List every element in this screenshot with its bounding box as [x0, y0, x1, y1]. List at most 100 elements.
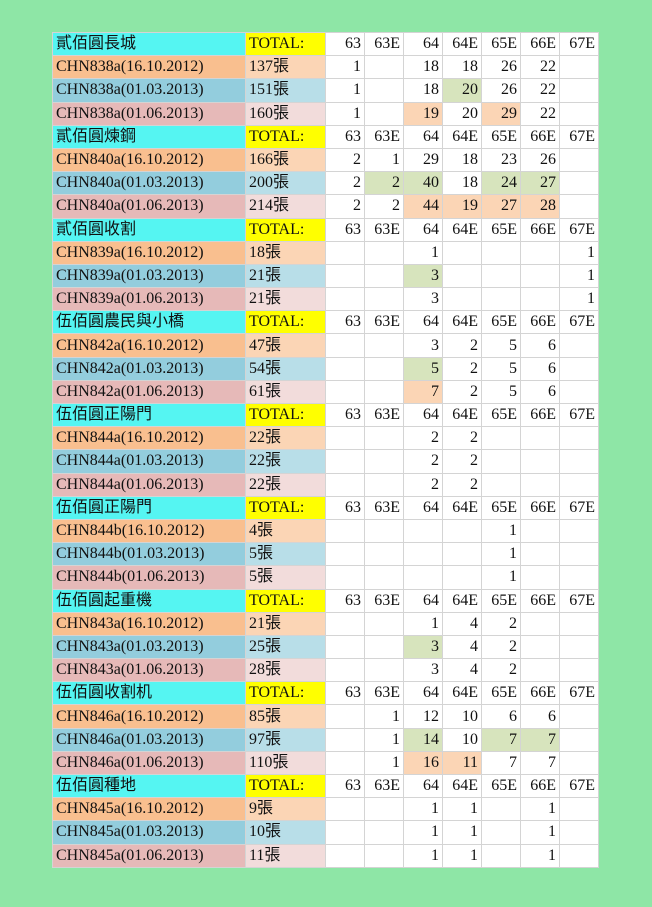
row-name[interactable]: CHN840a(01.06.2013)	[52, 194, 246, 219]
count-cell[interactable]: 26	[481, 55, 521, 80]
count-cell[interactable]: 28	[520, 194, 560, 219]
column-header[interactable]: 63	[325, 124, 365, 149]
total-label[interactable]: TOTAL:	[245, 31, 326, 57]
count-cell[interactable]: 1	[559, 240, 599, 265]
count-cell[interactable]: 1	[520, 843, 560, 868]
row-total[interactable]: 160張	[245, 101, 326, 126]
count-cell[interactable]	[520, 658, 560, 683]
column-header[interactable]: 65E	[481, 31, 521, 57]
count-cell[interactable]: 1	[364, 704, 404, 729]
count-cell[interactable]: 20	[442, 101, 482, 126]
count-cell[interactable]	[403, 542, 443, 567]
count-cell[interactable]: 1	[403, 240, 443, 265]
row-total[interactable]: 21張	[245, 263, 326, 289]
row-name[interactable]: CHN843a(16.10.2012)	[52, 611, 246, 636]
count-cell[interactable]: 4	[442, 634, 482, 660]
row-name[interactable]: CHN843a(01.06.2013)	[52, 658, 246, 683]
count-cell[interactable]: 1	[403, 820, 443, 845]
column-header[interactable]: 64E	[442, 124, 482, 149]
column-header[interactable]: 67E	[559, 402, 599, 428]
count-cell[interactable]	[559, 356, 599, 381]
count-cell[interactable]: 18	[442, 147, 482, 173]
column-header[interactable]: 63E	[364, 588, 404, 613]
column-header[interactable]: 63	[325, 310, 365, 335]
count-cell[interactable]	[559, 565, 599, 590]
column-header[interactable]: 65E	[481, 588, 521, 613]
row-total[interactable]: 200張	[245, 171, 326, 196]
count-cell[interactable]	[403, 565, 443, 590]
row-total[interactable]: 22張	[245, 449, 326, 474]
column-header[interactable]: 65E	[481, 310, 521, 335]
count-cell[interactable]	[364, 565, 404, 590]
count-cell[interactable]	[481, 820, 521, 845]
count-cell[interactable]: 6	[481, 704, 521, 729]
count-cell[interactable]	[520, 518, 560, 544]
row-name[interactable]: CHN839a(01.06.2013)	[52, 287, 246, 312]
count-cell[interactable]: 14	[403, 727, 443, 752]
count-cell[interactable]: 3	[403, 333, 443, 358]
count-cell[interactable]	[325, 727, 365, 752]
count-cell[interactable]	[364, 263, 404, 289]
count-cell[interactable]	[364, 658, 404, 683]
count-cell[interactable]: 29	[481, 101, 521, 126]
row-name[interactable]: CHN844b(01.06.2013)	[52, 565, 246, 590]
column-header[interactable]: 64E	[442, 31, 482, 57]
column-header[interactable]: 67E	[559, 124, 599, 149]
count-cell[interactable]	[559, 542, 599, 567]
count-cell[interactable]: 6	[520, 356, 560, 381]
column-header[interactable]: 64E	[442, 402, 482, 428]
group-title[interactable]: 伍佰圓種地	[52, 773, 246, 799]
count-cell[interactable]: 10	[442, 704, 482, 729]
column-header[interactable]: 63E	[364, 773, 404, 799]
count-cell[interactable]	[364, 55, 404, 80]
row-total[interactable]: 28張	[245, 658, 326, 683]
row-total[interactable]: 4張	[245, 518, 326, 544]
row-total[interactable]: 9張	[245, 797, 326, 822]
total-label[interactable]: TOTAL:	[245, 310, 326, 335]
count-cell[interactable]: 1	[481, 518, 521, 544]
count-cell[interactable]: 4	[442, 658, 482, 683]
count-cell[interactable]: 7	[481, 727, 521, 752]
count-cell[interactable]: 1	[442, 843, 482, 868]
row-total[interactable]: 21張	[245, 287, 326, 312]
row-total[interactable]: 11張	[245, 843, 326, 868]
count-cell[interactable]: 2	[442, 449, 482, 474]
column-header[interactable]: 64	[403, 588, 443, 613]
count-cell[interactable]: 1	[364, 750, 404, 776]
count-cell[interactable]	[481, 449, 521, 474]
count-cell[interactable]: 1	[559, 287, 599, 312]
column-header[interactable]: 64	[403, 681, 443, 706]
column-header[interactable]: 66E	[520, 31, 560, 57]
column-header[interactable]: 66E	[520, 681, 560, 706]
count-cell[interactable]	[520, 240, 560, 265]
row-name[interactable]: CHN845a(01.06.2013)	[52, 843, 246, 868]
count-cell[interactable]: 1	[520, 820, 560, 845]
count-cell[interactable]: 1	[325, 78, 365, 103]
count-cell[interactable]: 2	[442, 333, 482, 358]
count-cell[interactable]: 18	[442, 55, 482, 80]
count-cell[interactable]: 1	[442, 820, 482, 845]
count-cell[interactable]: 1	[364, 727, 404, 752]
count-cell[interactable]	[559, 750, 599, 776]
count-cell[interactable]: 1	[559, 263, 599, 289]
column-header[interactable]: 64	[403, 402, 443, 428]
count-cell[interactable]: 1	[520, 797, 560, 822]
column-header[interactable]: 64E	[442, 217, 482, 242]
count-cell[interactable]	[442, 287, 482, 312]
column-header[interactable]: 66E	[520, 124, 560, 149]
row-name[interactable]: CHN840a(01.03.2013)	[52, 171, 246, 196]
count-cell[interactable]: 7	[520, 727, 560, 752]
count-cell[interactable]: 40	[403, 171, 443, 196]
count-cell[interactable]	[364, 518, 404, 544]
count-cell[interactable]: 12	[403, 704, 443, 729]
count-cell[interactable]	[520, 449, 560, 474]
count-cell[interactable]: 2	[481, 634, 521, 660]
row-total[interactable]: 25張	[245, 634, 326, 660]
column-header[interactable]: 63E	[364, 31, 404, 57]
count-cell[interactable]	[364, 379, 404, 405]
count-cell[interactable]	[520, 263, 560, 289]
count-cell[interactable]	[520, 472, 560, 497]
count-cell[interactable]: 2	[325, 194, 365, 219]
count-cell[interactable]	[520, 565, 560, 590]
row-total[interactable]: 47張	[245, 333, 326, 358]
